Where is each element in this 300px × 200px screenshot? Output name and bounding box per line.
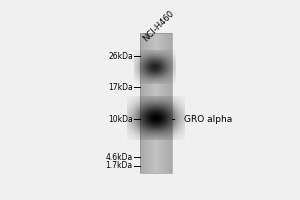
Text: 1.7kDa: 1.7kDa	[106, 161, 133, 170]
Text: GRO alpha: GRO alpha	[184, 115, 232, 124]
Text: 10kDa: 10kDa	[108, 115, 133, 124]
Text: NCI-H460: NCI-H460	[141, 9, 176, 44]
Text: 17kDa: 17kDa	[108, 83, 133, 92]
Text: 26kDa: 26kDa	[108, 52, 133, 61]
Text: 4.6kDa: 4.6kDa	[106, 153, 133, 162]
Bar	[140, 33, 172, 173]
